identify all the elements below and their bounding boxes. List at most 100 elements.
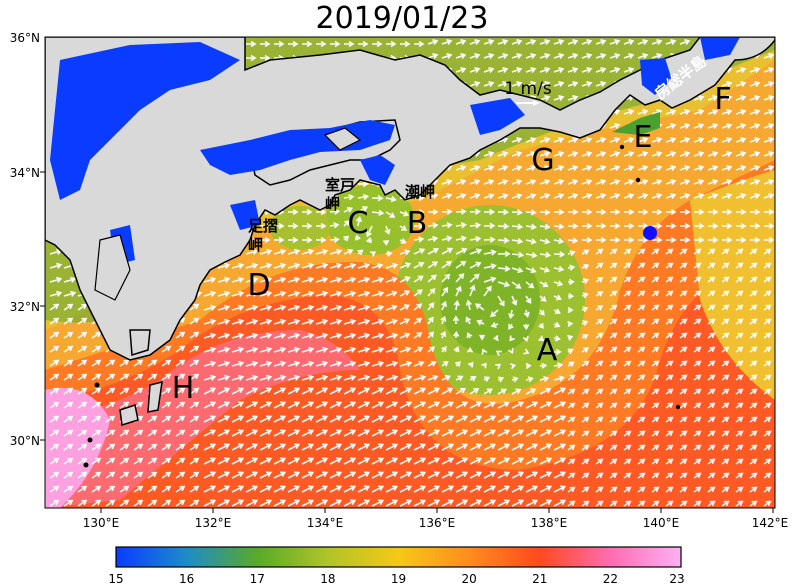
current-vector: [329, 360, 343, 367]
current-vector: [259, 248, 273, 255]
current-vector: [91, 345, 102, 353]
current-vector: [609, 179, 621, 186]
current-vector: [553, 223, 565, 230]
current-vector: [357, 318, 371, 325]
current-vector: [567, 81, 579, 88]
colorbar-tick: 20: [461, 572, 476, 586]
current-vector: [273, 485, 287, 493]
current-vector: [343, 429, 357, 437]
current-vector: [693, 416, 702, 423]
current-vector: [245, 457, 259, 465]
osumi-peninsula: [129, 329, 151, 356]
current-vector: [651, 402, 660, 409]
current-vector: [189, 429, 200, 437]
current-vector: [581, 347, 590, 353]
current-vector: [119, 373, 130, 381]
current-vector: [483, 249, 497, 256]
current-vector: [343, 318, 357, 325]
current-vector: [567, 165, 579, 172]
shionomisaki-name: 潮岬: [405, 183, 435, 201]
current-vector: [427, 401, 441, 409]
current-vector: [763, 151, 775, 158]
current-vector: [189, 387, 200, 395]
current-vector: [567, 306, 574, 314]
current-vector: [371, 374, 385, 381]
current-vector: [693, 374, 702, 381]
current-vector: [189, 317, 200, 325]
current-vector: [385, 443, 399, 451]
current-vector: [259, 346, 273, 353]
current-vector: [455, 208, 467, 215]
current-vector: [455, 361, 461, 367]
current-vector: [581, 236, 593, 244]
kii-channel: [360, 155, 395, 185]
current-vector: [693, 500, 702, 507]
current-vector: [510, 363, 517, 370]
current-vector: [371, 401, 385, 409]
current-vector: [511, 193, 523, 200]
current-vector: [302, 40, 313, 48]
current-vector: [91, 429, 102, 437]
current-vector: [581, 402, 590, 409]
current-vector: [63, 457, 74, 465]
label-f: F: [714, 82, 731, 117]
current-vector: [623, 276, 632, 283]
current-vector: [147, 485, 158, 493]
current-vector: [301, 415, 315, 423]
current-vector: [511, 165, 523, 172]
current-vector: [63, 499, 74, 507]
map-title: 2019/01/23: [315, 1, 489, 36]
current-vector: [581, 444, 590, 451]
current-vector: [539, 499, 553, 507]
current-vector: [455, 471, 469, 479]
current-vector: [665, 179, 677, 186]
current-vector: [302, 208, 313, 216]
current-vector: [763, 193, 775, 200]
island-dot: [83, 462, 89, 468]
current-vector: [735, 123, 747, 130]
current-vector: [567, 250, 576, 257]
current-vector: [525, 193, 537, 200]
current-vector: [553, 81, 565, 88]
colorbar-tick: 18: [320, 572, 335, 586]
honshu-shikoku-kyushu: [45, 37, 775, 361]
current-vector: [203, 443, 217, 451]
current-vector: [567, 334, 574, 341]
current-vector: [581, 360, 590, 367]
current-vector: [315, 318, 329, 325]
current-vector: [441, 247, 454, 255]
current-vector: [665, 458, 674, 465]
current-vector: [385, 250, 393, 257]
current-vector: [623, 179, 635, 186]
current-vector: [231, 374, 245, 381]
current-vector: [469, 401, 483, 409]
current-vector: [385, 332, 399, 339]
current-vector: [567, 222, 579, 230]
current-vector: [595, 179, 607, 186]
current-vector: [399, 387, 413, 395]
current-vector: [365, 237, 373, 244]
current-vector: [371, 499, 385, 507]
current-vector: [679, 360, 688, 367]
current-vector: [567, 361, 575, 368]
axis-tick-marks: [40, 171, 774, 513]
current-vector: [287, 387, 301, 395]
current-vector: [217, 360, 231, 367]
current-vector: [441, 260, 452, 269]
current-vector: [693, 402, 702, 409]
current-vector: [91, 457, 102, 465]
scale-arrow-head: [533, 100, 540, 106]
current-vector: [469, 39, 481, 46]
current-vector: [553, 251, 566, 258]
current-vector: [49, 401, 60, 409]
current-vector: [483, 276, 497, 283]
lon-tick: 138°E: [531, 516, 568, 530]
current-vector: [581, 193, 593, 200]
warm-pool-pink: [45, 330, 360, 508]
current-vector: [637, 248, 646, 255]
current-vector: [553, 294, 562, 301]
current-vector: [665, 318, 674, 325]
current-vector: [581, 486, 590, 493]
current-vector: [763, 137, 775, 144]
current-vector: [161, 415, 172, 423]
